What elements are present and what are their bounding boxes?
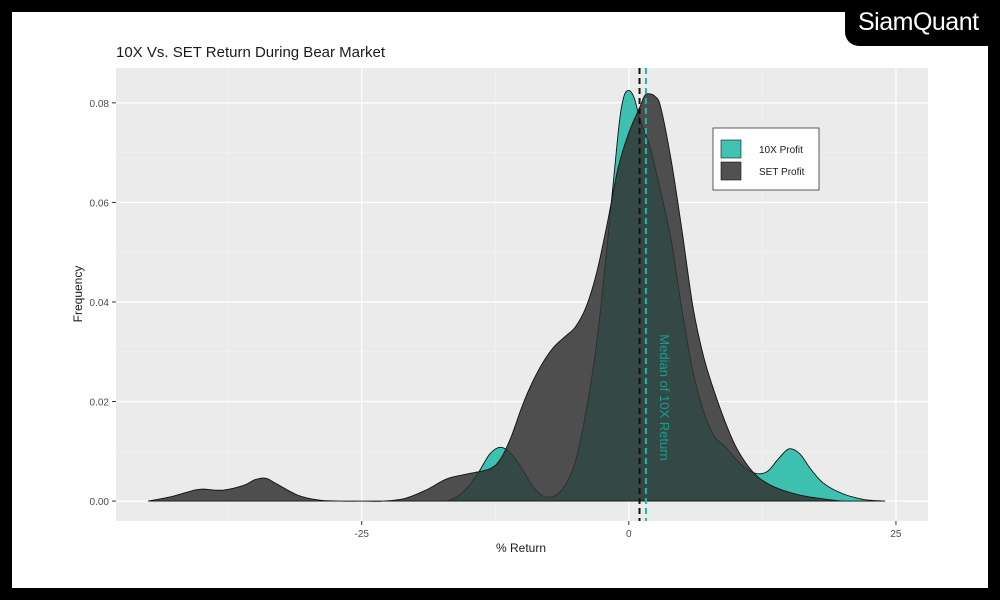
y-tick-label: 0.06 <box>90 198 110 209</box>
x-tick-label: 0 <box>626 529 632 540</box>
axes: 0.00 0.02 0.04 0.06 0.08 -25 0 25 <box>90 99 902 540</box>
median-lines <box>638 68 647 521</box>
x-tick-label: 25 <box>890 529 902 540</box>
brand-badge <box>845 0 995 46</box>
median-annotation: Median of 10X Return <box>657 334 672 460</box>
legend: 10X Profit SET Profit <box>712 127 820 191</box>
density-area-set-profit <box>147 93 843 502</box>
y-tick-label: 0.04 <box>90 298 110 309</box>
x-axis-label: % Return <box>496 541 546 555</box>
density-areas <box>147 89 886 502</box>
y-tick-label: 0.08 <box>90 99 110 110</box>
x-tick-label: -25 <box>355 529 370 540</box>
legend-key-set-profit <box>720 161 742 181</box>
legend-key-10x-profit <box>720 139 742 159</box>
chart-title: 10X Vs. SET Return During Bear Market <box>116 44 386 61</box>
y-tick-label: 0.00 <box>90 497 110 508</box>
y-tick-label: 0.02 <box>90 398 110 409</box>
legend-box <box>712 127 820 191</box>
legend-label-10x-profit: 10X Profit <box>759 145 803 156</box>
brand-logo: SiamQuant <box>858 8 979 36</box>
y-axis-label: Frequency <box>71 266 85 323</box>
legend-label-set-profit: SET Profit <box>759 167 805 178</box>
